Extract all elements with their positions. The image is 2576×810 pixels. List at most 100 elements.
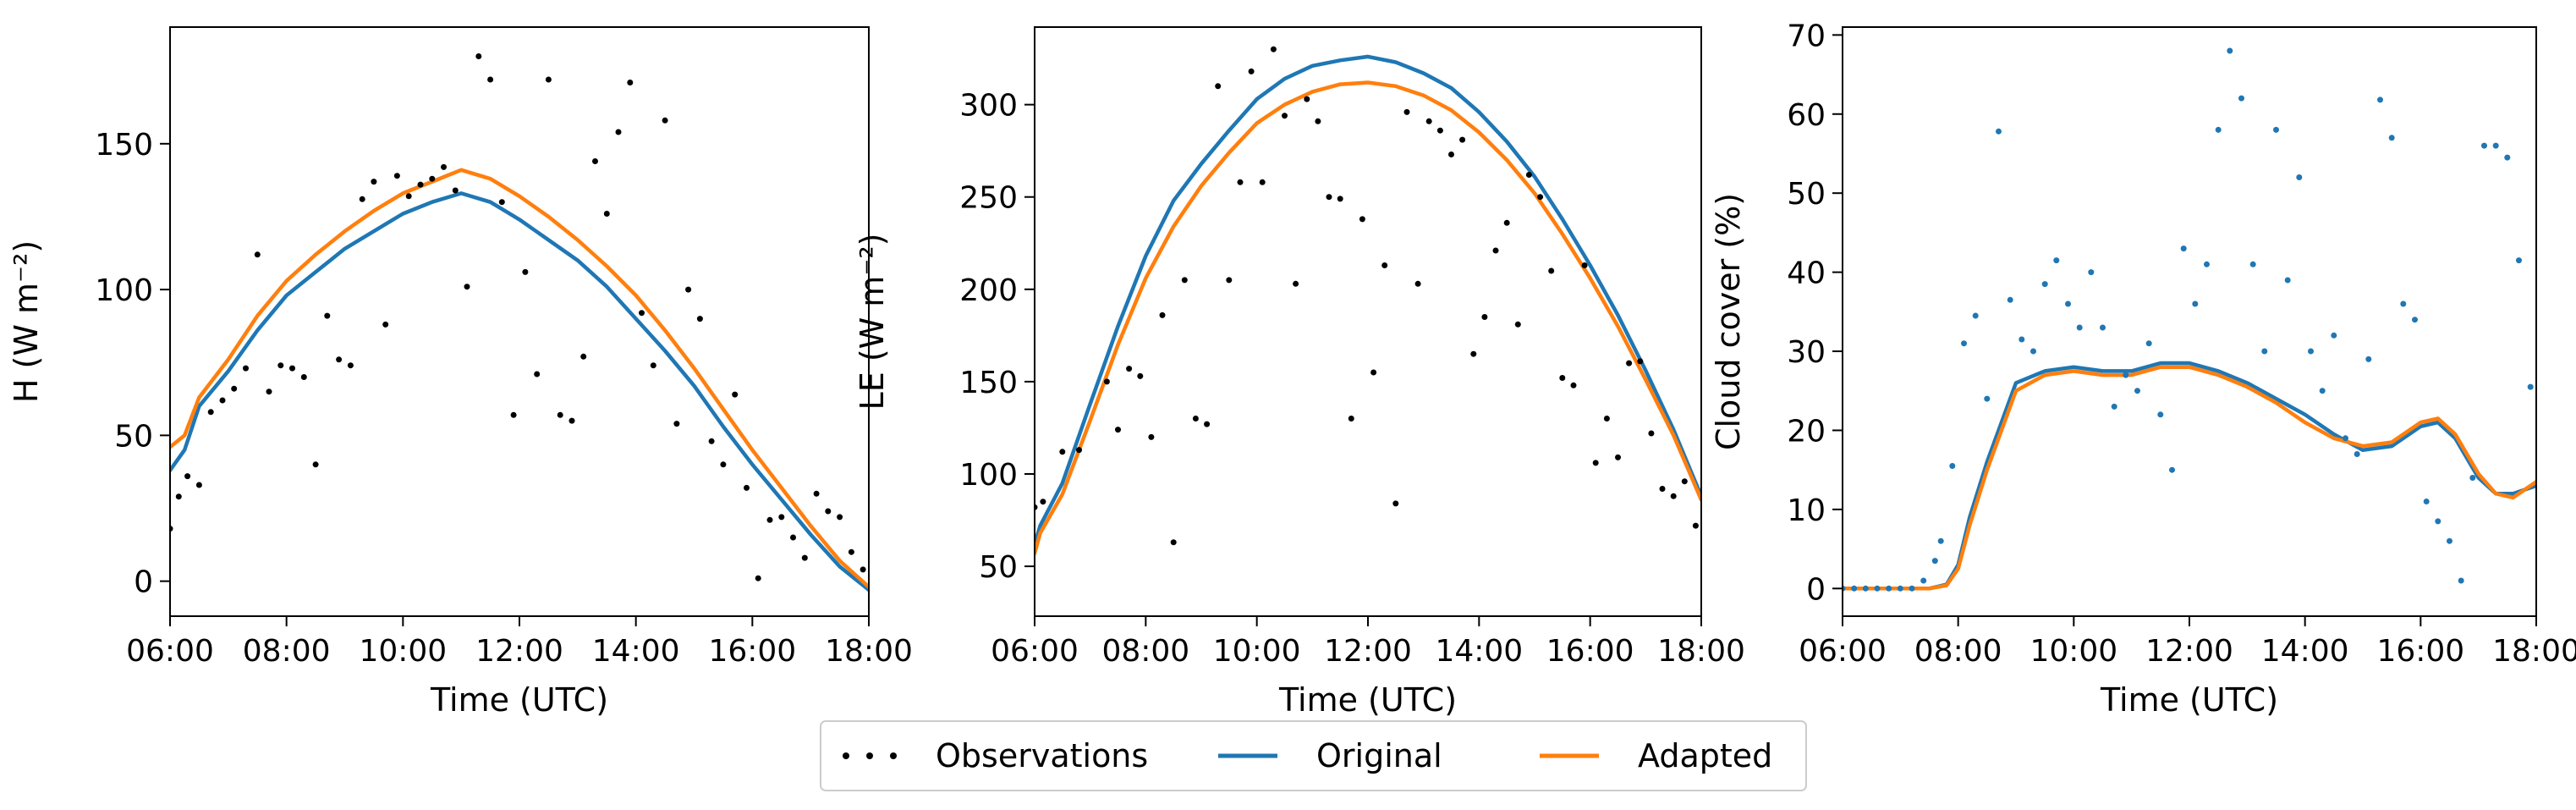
y-tick-label: 100 — [95, 273, 153, 308]
observation-point — [1226, 277, 1233, 284]
observation-point — [2516, 257, 2522, 264]
observation-point — [175, 493, 182, 500]
observation-point — [2435, 518, 2441, 525]
observation-point — [1103, 378, 1110, 385]
observation-point — [371, 179, 377, 185]
y-tick-label: 50 — [979, 550, 1018, 585]
observation-point — [405, 193, 412, 200]
observation-point — [2041, 281, 2048, 288]
observation-point — [685, 286, 692, 293]
x-tick-label: 12:00 — [475, 634, 563, 669]
observation-point — [1436, 127, 1443, 134]
observation-point — [650, 362, 656, 369]
y-tick-label: 300 — [959, 89, 1018, 124]
observation-point — [1348, 416, 1354, 422]
axes-frame — [1034, 26, 1702, 617]
observation-point — [2204, 261, 2210, 267]
observation-point — [534, 371, 541, 377]
observation-point — [2145, 340, 2152, 347]
observation-point — [2100, 324, 2106, 331]
observation-point — [1851, 585, 1858, 592]
observation-point — [2111, 403, 2117, 410]
x-tick-label: 06:00 — [991, 634, 1079, 669]
legend-marker-observations — [890, 752, 897, 759]
observation-point — [2400, 300, 2407, 307]
observation-point — [277, 362, 284, 369]
observation-point — [603, 211, 610, 217]
x-tick-label: 08:00 — [1914, 634, 2002, 669]
y-tick-label: 200 — [959, 273, 1018, 308]
observation-point — [2458, 577, 2464, 584]
observation-point — [708, 438, 715, 444]
observation-point — [1548, 267, 1555, 274]
y-tick-label: 10 — [1787, 493, 1826, 528]
observation-point — [2088, 269, 2095, 276]
observation-point — [790, 534, 796, 541]
observation-point — [1886, 585, 1892, 592]
observation-point — [2412, 317, 2418, 323]
legend-marker-observations — [866, 752, 873, 759]
observation-point — [1570, 382, 1577, 388]
observation-point — [1337, 196, 1343, 202]
y-axis-title: H (W m⁻²) — [8, 240, 45, 403]
axes-frame — [1842, 26, 2537, 617]
y-tick-label: 150 — [95, 128, 153, 163]
y-tick-label: 20 — [1787, 414, 1826, 449]
x-tick-label: 12:00 — [2145, 634, 2233, 669]
observation-point — [1626, 360, 1633, 366]
observation-point — [732, 391, 739, 398]
observation-point — [755, 575, 761, 581]
plot-data — [1035, 46, 1701, 556]
legend-label-observations: Observations — [936, 737, 1148, 774]
observation-point — [1525, 172, 1532, 178]
observation-point — [336, 356, 343, 363]
observation-point — [1492, 247, 1499, 254]
series-line-adapted — [170, 168, 869, 589]
observation-point — [1159, 311, 1166, 318]
observation-point — [1270, 46, 1277, 52]
observation-point — [2192, 300, 2199, 307]
observation-point — [860, 566, 866, 573]
observation-point — [1659, 486, 1666, 492]
observation-point — [2215, 126, 2222, 133]
observation-point — [1215, 83, 1222, 90]
observation-point — [801, 554, 808, 561]
observation-point — [1204, 421, 1211, 427]
observation-point — [2076, 324, 2083, 331]
observation-point — [243, 365, 249, 372]
panel-1: 06:00 08:00 10:00 12:00 14:00 16:00 18:00 0 50 10… — [8, 26, 913, 719]
observation-point — [452, 187, 459, 194]
y-axis-title: LE (W m⁻²) — [854, 234, 891, 411]
y-tick-label: 30 — [1787, 335, 1826, 370]
x-tick-label: 10:00 — [1213, 634, 1301, 669]
x-axis-title: Time (UTC) — [430, 681, 608, 719]
observation-point — [1862, 585, 1869, 592]
series-line-original — [1035, 54, 1701, 547]
observation-point — [557, 411, 563, 418]
observation-point — [2065, 300, 2071, 307]
observation-point — [1909, 585, 1915, 592]
y-tick-label: 70 — [1787, 19, 1826, 53]
observation-point — [639, 310, 645, 317]
observation-point — [300, 374, 307, 380]
observation-point — [1592, 460, 1599, 466]
observation-point — [2134, 388, 2140, 394]
observation-point — [592, 158, 598, 164]
x-tick-label: 14:00 — [1435, 634, 1523, 669]
observation-point — [1648, 430, 1655, 437]
observation-point — [1414, 280, 1421, 287]
observation-point — [1514, 321, 1521, 328]
observation-point — [673, 421, 680, 427]
observation-point — [1897, 585, 1903, 592]
observation-point — [2180, 245, 2187, 252]
legend-label-adapted: Adapted — [1638, 737, 1772, 774]
observation-point — [662, 117, 668, 124]
observation-point — [347, 362, 354, 369]
observation-point — [475, 53, 482, 59]
observation-point — [1537, 194, 1544, 201]
observation-point — [1148, 433, 1155, 440]
observation-point — [2273, 126, 2279, 133]
observation-point — [359, 196, 365, 202]
observation-point — [1581, 262, 1588, 268]
x-axis-title: Time (UTC) — [2100, 681, 2278, 719]
